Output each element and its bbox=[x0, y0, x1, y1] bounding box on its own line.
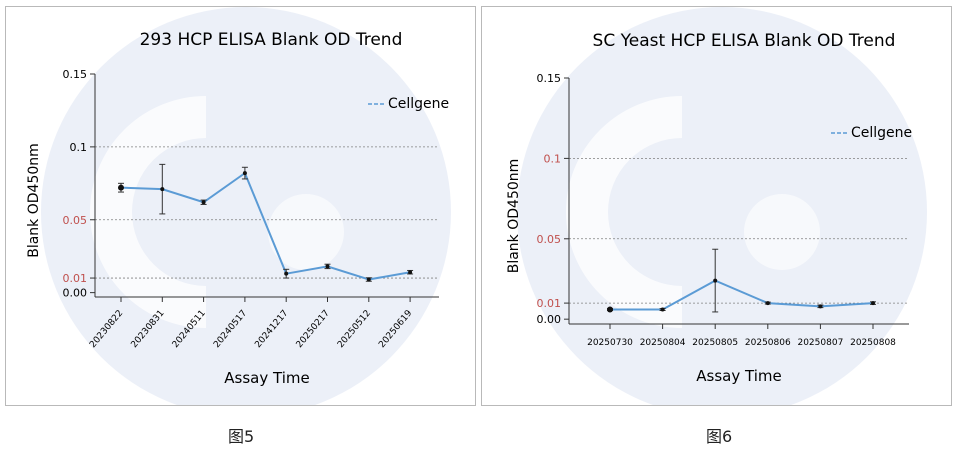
x-tick-label: 20250805 bbox=[692, 338, 738, 348]
chart-panel-sc-yeast: SC Yeast HCP ELISA Blank OD Trend 0.15 0.1… bbox=[481, 6, 952, 406]
x-tick-label: 20250806 bbox=[745, 338, 791, 348]
data-point bbox=[118, 184, 124, 191]
data-point bbox=[871, 301, 875, 306]
figure-caption-6: 图6 bbox=[706, 427, 733, 446]
data-point bbox=[325, 264, 330, 269]
series-line bbox=[610, 279, 874, 311]
series-line bbox=[120, 171, 411, 281]
y-tick-label: 0.01 bbox=[63, 272, 88, 285]
chart-panel-293: 293 HCP ELISA Blank OD Trend 0.15 0.1 0.05 0… bbox=[5, 6, 476, 406]
y-tick-label: 0.00 bbox=[537, 313, 562, 326]
legend-label: Cellgene bbox=[851, 125, 912, 141]
chart-title: SC Yeast HCP ELISA Blank OD Trend bbox=[593, 31, 896, 51]
x-axis-title: Assay Time bbox=[696, 367, 781, 385]
data-point bbox=[366, 277, 371, 282]
data-point bbox=[660, 307, 665, 312]
figure-caption-5: 图5 bbox=[228, 427, 255, 446]
legend-label: Cellgene bbox=[388, 96, 449, 112]
data-point bbox=[713, 278, 718, 283]
data-point bbox=[201, 200, 206, 205]
watermark-c-stroke bbox=[566, 96, 683, 328]
x-tick-label: 20250807 bbox=[797, 338, 843, 348]
chart-sc-yeast-svg: SC Yeast HCP ELISA Blank OD Trend 0.15 0.1… bbox=[506, 7, 927, 405]
x-tick-label: 20250730 bbox=[587, 338, 633, 348]
x-tick-label: 20250804 bbox=[640, 338, 686, 348]
data-point bbox=[818, 304, 823, 309]
y-tick-label: 0.01 bbox=[537, 297, 562, 310]
x-tick-label: 20250808 bbox=[850, 338, 896, 348]
y-axis-title: Blank OD450nm bbox=[506, 159, 522, 274]
y-tick-label: 0.15 bbox=[63, 68, 88, 81]
data-point bbox=[765, 301, 770, 306]
y-tick-label: 0.05 bbox=[537, 233, 562, 246]
y-tick-label: 0.1 bbox=[544, 152, 562, 165]
data-point bbox=[160, 187, 165, 192]
y-tick-label: 0.15 bbox=[537, 72, 562, 85]
y-tick-label: 0.00 bbox=[63, 287, 88, 300]
data-point bbox=[284, 271, 289, 276]
y-tick-label: 0.05 bbox=[63, 214, 88, 227]
data-point bbox=[408, 270, 413, 275]
chart-title: 293 HCP ELISA Blank OD Trend bbox=[140, 30, 403, 50]
chart-293-svg: 293 HCP ELISA Blank OD Trend 0.15 0.1 0.05 0… bbox=[26, 7, 451, 405]
watermark-dot bbox=[268, 194, 344, 270]
data-point bbox=[607, 306, 613, 313]
data-point bbox=[242, 171, 247, 176]
y-tick-label: 0.1 bbox=[70, 141, 88, 154]
watermark-dot bbox=[744, 194, 820, 270]
y-axis-title: Blank OD450nm bbox=[26, 143, 42, 258]
x-axis-title: Assay Time bbox=[224, 369, 309, 387]
